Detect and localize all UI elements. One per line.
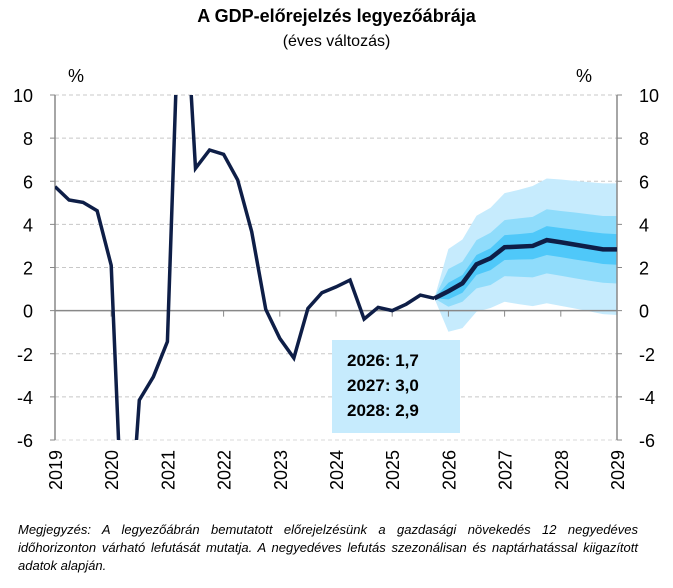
x-tick-label: 2026 xyxy=(439,450,459,490)
x-tick-label: 2024 xyxy=(327,450,347,490)
y-tick-label-right: 6 xyxy=(639,172,649,192)
chart-subtitle: (éves változás) xyxy=(282,33,391,50)
y-tick-label-right: 10 xyxy=(639,86,659,106)
y-tick-label-left: -2 xyxy=(17,345,33,365)
annotation-box: 2026: 1,7 2027: 3,0 2028: 2,9 xyxy=(332,340,460,433)
x-tick-label: 2029 xyxy=(608,450,628,490)
y-tick-label-left: 4 xyxy=(23,215,33,235)
y-tick-label-left: 2 xyxy=(23,259,33,279)
y-tick-label-right: -2 xyxy=(639,345,655,365)
annotation-2026: 2026: 1,7 xyxy=(347,351,419,370)
gdp-actual-line xyxy=(55,95,435,440)
y-tick-label-left: 8 xyxy=(23,129,33,149)
x-tick-label: 2023 xyxy=(271,450,291,490)
x-tick-label: 2025 xyxy=(383,450,403,490)
y-unit-right: % xyxy=(576,66,592,86)
x-tick-label: 2020 xyxy=(102,450,122,490)
y-tick-label-right: 8 xyxy=(639,129,649,149)
y-tick-label-right: 4 xyxy=(639,215,649,235)
chart-title: A GDP-előrejelzés legyezőábrája xyxy=(197,6,476,26)
y-tick-label-left: 10 xyxy=(13,86,33,106)
y-tick-label-right: -6 xyxy=(639,431,655,451)
gdp-forecast-line xyxy=(433,237,617,301)
y-tick-label-right: -4 xyxy=(639,388,655,408)
footnote: Megjegyzés: A legyezőábrán bemutatott el… xyxy=(18,522,638,573)
x-tick-label: 2028 xyxy=(552,450,572,490)
y-tick-label-left: 6 xyxy=(23,172,33,192)
y-tick-label-left: -6 xyxy=(17,431,33,451)
x-tick-label: 2022 xyxy=(215,450,235,490)
annotation-2027: 2027: 3,0 xyxy=(347,376,419,395)
y-tick-label-right: 0 xyxy=(639,302,649,322)
y-tick-label-left: -4 xyxy=(17,388,33,408)
line-group xyxy=(55,95,617,440)
x-tick-label: 2019 xyxy=(46,450,66,490)
annotation-2028: 2028: 2,9 xyxy=(347,401,419,420)
y-tick-label-right: 2 xyxy=(639,259,649,279)
fan-chart: -6 -6 -4 -4 -2 -2 0 0 2 2 4 4 6 6 8 8 10 10 2019 2020 2021 20… xyxy=(13,66,659,490)
y-unit-left: % xyxy=(68,66,84,86)
x-tick-label: 2027 xyxy=(496,450,516,490)
x-tick-label: 2021 xyxy=(158,450,178,490)
y-tick-label-left: 0 xyxy=(23,302,33,322)
